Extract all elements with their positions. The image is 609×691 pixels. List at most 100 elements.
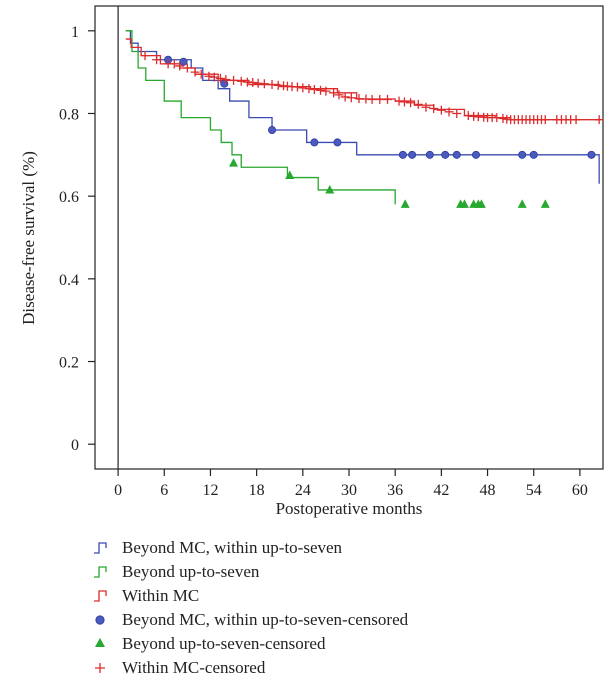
- censored-point-plus: [259, 79, 269, 89]
- censored-point-plus: [316, 85, 326, 95]
- censored-point-plus: [406, 98, 416, 108]
- x-tick-label: 6: [160, 482, 168, 499]
- series-layer: [125, 30, 600, 205]
- censored-point-plus: [298, 83, 308, 93]
- censored-point-plus: [436, 105, 446, 115]
- x-axis-label: Postoperative months: [276, 499, 423, 518]
- step-symbol-icon: [92, 562, 122, 582]
- censored-point-triangle: [285, 170, 295, 179]
- censored-point-plus: [204, 71, 214, 81]
- x-tick-label: 0: [114, 482, 122, 499]
- series-line-within-mc: [125, 38, 600, 121]
- censored-point-plus: [152, 55, 162, 65]
- censored-point-plus: [594, 115, 604, 125]
- x-tick-label: 12: [202, 482, 218, 499]
- censored-point-circle: [398, 150, 407, 159]
- series-line-beyond-mc-within-up-to-seven: [125, 30, 600, 184]
- censored-point-plus: [498, 113, 508, 123]
- legend-item: Beyond MC, within up-to-seven-censored: [92, 608, 408, 632]
- legend-label: Beyond up-to-seven: [122, 562, 260, 581]
- step-symbol-icon: [92, 538, 122, 558]
- censored-point-circle: [220, 79, 229, 88]
- censored-point-plus: [329, 88, 339, 98]
- censored-point-plus: [452, 108, 462, 118]
- censored-point-plus: [221, 75, 231, 85]
- censored-point-plus: [292, 82, 302, 92]
- x-tick-label: 18: [249, 482, 265, 499]
- censored-point-plus: [375, 94, 385, 104]
- censored-point-circle: [425, 150, 434, 159]
- censored-point-plus: [215, 73, 225, 83]
- y-tick-label: 0.2: [59, 355, 79, 372]
- x-tick-label: 54: [526, 482, 542, 499]
- censored-point-plus: [267, 80, 277, 90]
- censored-point-plus: [304, 84, 314, 94]
- censored-point-plus: [209, 72, 219, 82]
- censored-point-circle: [268, 126, 277, 135]
- censored-point-plus: [429, 104, 439, 114]
- censored-point-plus: [182, 63, 192, 73]
- censored-point-plus: [367, 94, 377, 104]
- legend-item: Within MC-censored: [92, 656, 408, 680]
- censored-point-plus: [321, 86, 331, 96]
- censored-point-triangle: [540, 199, 550, 208]
- marker-layer: [140, 51, 604, 208]
- censored-point-triangle: [229, 158, 239, 167]
- plot-frame: [94, 5, 604, 470]
- censored-point-plus: [309, 85, 319, 95]
- censored-point-circle: [452, 150, 461, 159]
- tick-layer: 0 6 12 18 24 30 36 42 48 54 60 0 0.2 0.4 0.6 0.8 1: [59, 24, 588, 499]
- legend-item: Beyond up-to-seven: [92, 560, 408, 584]
- censored-point-plus: [394, 96, 404, 106]
- censored-point-triangle: [476, 199, 486, 208]
- y-axis-label: Disease-free survival (%): [19, 151, 38, 325]
- censored-point-plus: [540, 115, 550, 125]
- censored-point-plus: [248, 77, 258, 87]
- legend-label: Beyond up-to-seven-censored: [122, 634, 326, 653]
- legend-item: Beyond up-to-seven-censored: [92, 632, 408, 656]
- censored-point-plus: [346, 93, 356, 103]
- x-tick-label: 24: [295, 482, 311, 499]
- censored-point-plus: [421, 102, 431, 112]
- censored-point-plus: [169, 59, 179, 69]
- legend-label: Within MC-censored: [122, 658, 266, 677]
- censored-point-plus: [382, 94, 392, 104]
- censored-point-plus: [463, 111, 473, 121]
- survival-chart: 0 6 12 18 24 30 36 42 48 54 60 0 0.2 0.4 0.6 0.8 1 Posto…: [19, 5, 604, 518]
- legend-label: Beyond MC, within up-to-seven: [122, 538, 343, 557]
- censored-point-circle: [333, 138, 342, 147]
- triangle-symbol-icon: [92, 634, 122, 654]
- x-tick-label: 42: [433, 482, 449, 499]
- censored-point-plus: [444, 107, 454, 117]
- x-tick-label: 48: [480, 482, 496, 499]
- x-tick-label: 30: [341, 482, 357, 499]
- censored-point-circle: [529, 150, 538, 159]
- legend-label: Beyond MC, within up-to-seven-censored: [122, 610, 409, 629]
- legend-item: Within MC: [92, 584, 408, 608]
- censored-point-plus: [340, 92, 350, 102]
- censored-point-plus: [571, 115, 581, 125]
- censored-point-plus: [190, 67, 200, 77]
- legend-label: Within MC: [122, 586, 200, 605]
- censored-point-circle: [179, 57, 188, 66]
- censored-point-triangle: [517, 199, 527, 208]
- step-symbol-icon: [92, 586, 122, 606]
- censored-point-triangle: [400, 199, 410, 208]
- censored-point-circle: [408, 150, 417, 159]
- censored-point-circle: [518, 150, 527, 159]
- censored-point-plus: [399, 97, 409, 107]
- y-tick-label: 0.4: [59, 272, 79, 289]
- censored-point-plus: [492, 113, 502, 123]
- censored-point-plus: [229, 75, 239, 85]
- censored-point-circle: [441, 150, 450, 159]
- y-tick-label: 0.8: [59, 106, 79, 123]
- censored-point-plus: [196, 69, 206, 79]
- plus-symbol-icon: [92, 658, 122, 678]
- y-tick-label: 1: [71, 24, 79, 41]
- censored-point-circle: [587, 150, 596, 159]
- censored-point-plus: [140, 51, 150, 61]
- circle-symbol-icon: [92, 610, 122, 630]
- censored-point-plus: [413, 99, 423, 109]
- y-tick-label: 0.6: [59, 189, 79, 206]
- censored-point-plus: [334, 90, 344, 100]
